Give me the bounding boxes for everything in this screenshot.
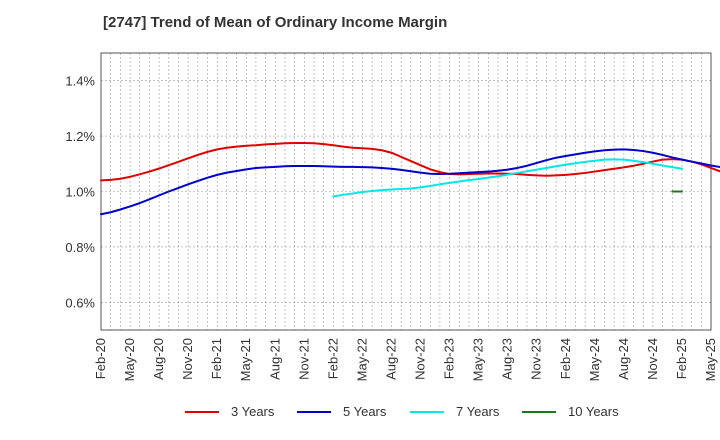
y-tick-label: 1.4%	[65, 74, 95, 89]
y-tick-label: 1.0%	[65, 185, 95, 200]
legend-item-7-years: 7 Years	[410, 404, 499, 419]
x-tick-label: May-25	[703, 338, 718, 381]
x-tick-label: Feb-22	[325, 338, 340, 379]
x-axis-ticks: Feb-20 May-20 Aug-20 Nov-20 Feb-21 May-21 Aug-…	[93, 338, 718, 381]
x-tick-label: Feb-21	[209, 338, 224, 379]
x-tick-label: Nov-24	[645, 338, 660, 380]
x-tick-label: Aug-22	[383, 338, 398, 380]
x-tick-label: Aug-23	[500, 338, 515, 380]
x-tick-label: Nov-22	[413, 338, 428, 380]
y-tick-label: 0.6%	[65, 295, 95, 310]
x-tick-label: May-21	[238, 338, 253, 381]
y-tick-label: 0.8%	[65, 240, 95, 255]
chart-title: [2747] Trend of Mean of Ordinary Income …	[103, 14, 448, 31]
x-tick-label: May-22	[354, 338, 369, 381]
y-axis-ticks: 0.6% 0.8% 1.0% 1.2% 1.4%	[65, 74, 95, 311]
legend-item-3-years: 3 Years	[185, 404, 274, 419]
legend-swatch-5-years	[297, 410, 331, 413]
legend-item-10-years: 10 Years	[522, 404, 619, 419]
legend-swatch-10-years	[522, 410, 556, 413]
x-tick-label: Nov-20	[180, 338, 195, 380]
x-tick-label: Aug-24	[616, 338, 631, 380]
y-tick-label: 1.2%	[65, 129, 95, 144]
x-tick-label: Feb-23	[442, 338, 457, 379]
x-tick-label: May-23	[471, 338, 486, 381]
x-tick-label: Aug-20	[151, 338, 166, 380]
x-tick-label: Nov-23	[529, 338, 544, 380]
x-tick-label: Feb-20	[93, 338, 108, 379]
x-tick-label: May-24	[587, 338, 602, 381]
x-tick-label: Aug-21	[267, 338, 282, 380]
series-line-3-years	[100, 142, 720, 182]
grid	[101, 53, 711, 330]
legend-label-10-years: 10 Years	[568, 404, 619, 419]
series-line-7-years	[332, 158, 683, 198]
x-tick-label: Feb-24	[558, 338, 573, 379]
legend-swatch-3-years	[185, 410, 219, 413]
x-tick-label: May-20	[122, 338, 137, 381]
plot-frame	[100, 52, 712, 331]
legend: 3 Years 5 Years 7 Years 10 Years	[0, 404, 720, 426]
legend-label-7-years: 7 Years	[456, 404, 500, 419]
x-tick-label: Feb-25	[674, 338, 689, 379]
series-lines	[100, 142, 720, 216]
legend-label-5-years: 5 Years	[343, 404, 387, 419]
series-line-5-years	[100, 148, 720, 216]
legend-label-3-years: 3 Years	[231, 404, 275, 419]
legend-swatch-7-years	[410, 410, 444, 413]
x-tick-label: Nov-21	[296, 338, 311, 380]
legend-item-5-years: 5 Years	[297, 404, 386, 419]
